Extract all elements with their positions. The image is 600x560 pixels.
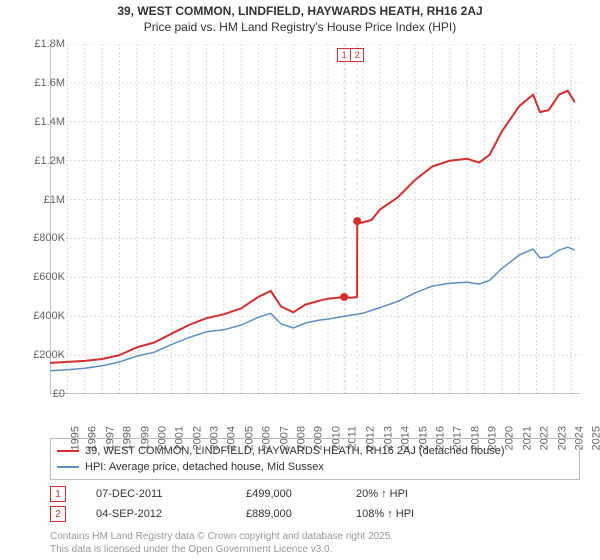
sale-date: 04-SEP-2012 [96,508,246,520]
chart-svg [50,44,580,394]
y-tick-label: £800K [20,232,65,244]
legend-label-price-paid: 39, WEST COMMON, LINDFIELD, HAYWARDS HEA… [85,445,505,457]
sale-marker-icon: 1 [50,486,66,502]
y-tick-label: £200K [20,349,65,361]
chart-title-main: 39, WEST COMMON, LINDFIELD, HAYWARDS HEA… [0,4,600,18]
legend-label-hpi: HPI: Average price, detached house, Mid … [85,461,324,473]
footer-line-2: This data is licensed under the Open Gov… [50,544,393,557]
sale-row: 1 07-DEC-2011 £499,000 20% ↑ HPI [50,484,580,504]
sale-marker-icon: 2 [50,506,66,522]
y-tick-label: £1M [20,194,65,206]
sale-price: £499,000 [246,488,356,500]
chart-plot-area: 12 [50,44,580,394]
sale-date: 07-DEC-2011 [96,488,246,500]
sale-price: £889,000 [246,508,356,520]
legend-box: 39, WEST COMMON, LINDFIELD, HAYWARDS HEA… [50,438,580,480]
legend-swatch-price-paid [57,450,79,452]
legend-swatch-hpi [57,466,79,468]
y-tick-label: £1.6M [20,77,65,89]
chart-title-sub: Price paid vs. HM Land Registry's House … [0,20,600,34]
y-tick-label: £400K [20,310,65,322]
legend-item-price-paid: 39, WEST COMMON, LINDFIELD, HAYWARDS HEA… [57,443,573,459]
y-tick-label: £1.2M [20,155,65,167]
y-tick-label: £1.4M [20,116,65,128]
x-tick-label: 2025 [591,426,600,450]
y-tick-label: £600K [20,271,65,283]
sale-vline-marker-icon: 2 [350,48,364,62]
footer-attribution: Contains HM Land Registry data © Crown c… [50,531,393,556]
sale-note: 108% ↑ HPI [356,508,580,520]
sales-table: 1 07-DEC-2011 £499,000 20% ↑ HPI 2 04-SE… [50,484,580,524]
sale-vline-marker-icon: 1 [337,48,351,62]
y-tick-label: £1.8M [20,38,65,50]
sale-row: 2 04-SEP-2012 £889,000 108% ↑ HPI [50,504,580,524]
footer-line-1: Contains HM Land Registry data © Crown c… [50,531,393,544]
legend-item-hpi: HPI: Average price, detached house, Mid … [57,459,573,475]
y-tick-label: £0 [20,388,65,400]
sale-note: 20% ↑ HPI [356,488,580,500]
